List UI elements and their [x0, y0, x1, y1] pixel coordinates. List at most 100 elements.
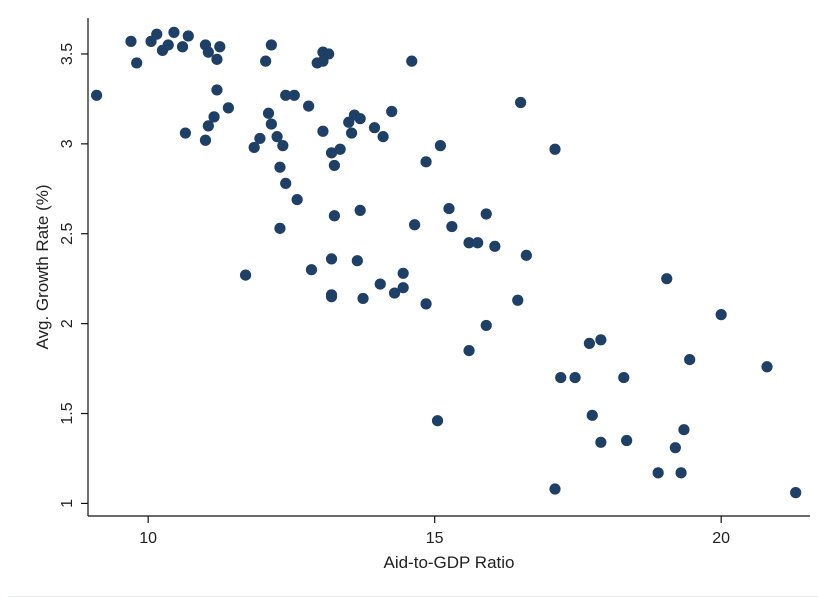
data-point: [317, 125, 329, 137]
y-tick-label: 1.5: [59, 402, 76, 424]
data-point: [305, 264, 318, 276]
data-point: [472, 237, 484, 249]
y-axis-label: Avg. Growth Rate (%): [33, 184, 52, 349]
data-point: [151, 28, 163, 40]
data-point: [354, 204, 366, 216]
data-point: [202, 120, 214, 132]
x-tick-label: 15: [426, 530, 444, 547]
data-point: [480, 208, 492, 220]
data-point: [420, 156, 432, 168]
data-point: [274, 161, 286, 173]
data-point: [274, 222, 286, 234]
data-point: [675, 467, 687, 479]
data-point: [125, 35, 137, 47]
data-point: [434, 140, 447, 152]
data-point: [515, 96, 527, 109]
data-point: [317, 55, 329, 67]
data-points: [90, 26, 802, 499]
data-point: [715, 309, 727, 321]
data-point: [377, 131, 389, 143]
data-point: [277, 140, 289, 152]
data-point: [569, 371, 581, 384]
axes: [87, 18, 810, 517]
data-point: [595, 436, 607, 448]
data-point: [618, 371, 630, 384]
data-point: [761, 361, 773, 373]
data-point: [357, 292, 369, 305]
data-point: [288, 89, 300, 101]
data-point: [334, 143, 346, 155]
data-point: [211, 53, 223, 65]
data-point: [397, 282, 409, 294]
data-point: [325, 253, 338, 265]
data-point: [328, 159, 340, 172]
data-point: [211, 84, 223, 96]
data-point: [162, 39, 174, 51]
data-point: [265, 118, 277, 130]
data-point: [397, 267, 409, 279]
data-point: [583, 337, 595, 350]
data-point: [549, 483, 561, 495]
data-point: [431, 415, 444, 427]
data-point: [520, 249, 532, 261]
data-point: [463, 237, 475, 249]
data-point: [176, 41, 189, 53]
data-point: [661, 273, 673, 285]
data-point: [214, 41, 226, 53]
data-point: [406, 55, 418, 67]
data-point: [303, 100, 315, 112]
data-point: [420, 298, 432, 310]
x-tick-label: 10: [139, 530, 157, 547]
y-tick-label: 2.5: [59, 223, 76, 245]
data-point: [374, 278, 386, 290]
data-point: [409, 219, 421, 231]
data-point: [463, 344, 475, 357]
data-point: [386, 105, 398, 118]
data-point: [182, 30, 194, 42]
data-point: [621, 434, 633, 447]
data-point: [265, 39, 277, 51]
data-point: [328, 210, 340, 222]
data-point: [179, 127, 192, 139]
data-point: [222, 102, 234, 114]
data-point: [368, 122, 381, 134]
data-point: [325, 147, 338, 159]
y-tick-label: 3.5: [59, 43, 76, 65]
data-point: [489, 240, 501, 252]
data-point: [790, 487, 802, 499]
data-point: [684, 353, 696, 366]
data-point: [168, 26, 180, 38]
data-point: [260, 55, 272, 67]
data-point: [512, 294, 524, 306]
data-point: [239, 269, 252, 281]
data-point: [549, 143, 561, 155]
data-point: [291, 193, 303, 206]
y-tick-label: 2: [59, 319, 76, 328]
data-point: [354, 113, 366, 125]
x-axis-label: Aid-to-GDP Ratio: [383, 553, 514, 572]
data-point: [280, 89, 292, 101]
data-point: [669, 442, 681, 454]
data-point: [351, 255, 363, 267]
data-point: [271, 131, 283, 143]
data-point: [555, 371, 567, 384]
data-point: [595, 334, 607, 346]
chart-frame: [8, 0, 818, 597]
data-point: [325, 291, 338, 303]
data-point: [678, 424, 690, 436]
data-point: [280, 177, 292, 190]
data-point: [652, 467, 664, 479]
data-point: [586, 409, 598, 421]
y-tick-label: 3: [59, 139, 76, 148]
x-tick-label: 20: [712, 530, 730, 547]
y-tick-label: 1: [59, 499, 76, 508]
data-point: [345, 127, 358, 139]
data-point: [90, 89, 103, 101]
data-point: [262, 107, 275, 119]
data-point: [199, 134, 212, 146]
data-point: [388, 287, 401, 299]
data-point: [254, 132, 266, 145]
data-point: [208, 111, 220, 123]
data-point: [248, 141, 260, 154]
